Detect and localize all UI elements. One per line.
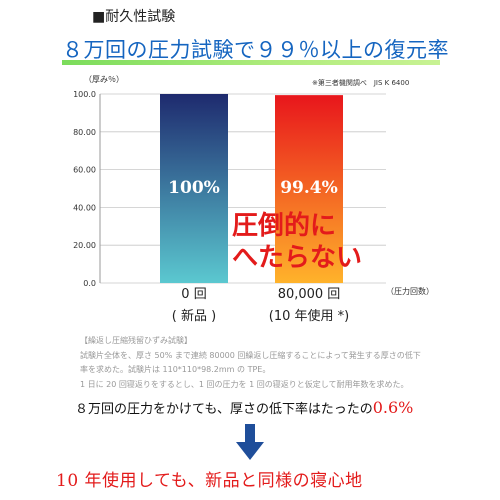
callout-line-2: へたらない <box>232 243 363 273</box>
x-tick-sublabel: ( 新品 ) <box>172 308 216 324</box>
method-line: 試験片全体を、厚さ 50% まで連続 80000 回繰返し圧縮することによって発… <box>80 350 421 360</box>
section-title: ■耐久性試験 <box>92 9 176 25</box>
source-note: ※第三者機関調べ JIS K 6400 <box>312 79 410 87</box>
callout-line-1: 圧倒的に <box>232 211 337 241</box>
test-method-notes: 【繰返し圧縮残留ひずみ試験】 試験片全体を、厚さ 50% まで連続 80000 … <box>80 334 421 392</box>
x-tick-label: 80,000 回 <box>278 287 341 302</box>
y-tick-label: 0.0 <box>83 279 96 288</box>
y-tick-label: 40.00 <box>73 203 96 212</box>
y-axis-label: （厚み％） <box>84 75 124 84</box>
method-heading: 【繰返し圧縮残留ひずみ試験】 <box>80 336 192 345</box>
bars: 100% 99.4% <box>160 94 343 283</box>
bar <box>160 94 228 283</box>
x-tick-labels: 0 回 ( 新品 ) 80,000 回 (10 年使用 *) <box>172 287 349 324</box>
conclusion-text: 10 年使用しても、新品と同様の寝心地 <box>56 471 363 491</box>
callout-text: 圧倒的に へたらない <box>232 210 362 274</box>
x-tick-label: 0 回 <box>181 287 206 302</box>
bar-value-label: 99.4% <box>280 178 338 198</box>
summary-highlight: 0.6% <box>372 398 414 417</box>
x-axis-label: （圧力回数） <box>386 287 434 296</box>
bar-chart: 0.0 20.00 40.00 60.00 80.00 100.0 100% 99.4% 0… <box>73 90 386 324</box>
y-tick-label: 100.0 <box>73 90 96 99</box>
summary-text: ８万回の圧力をかけても、厚さの低下率はたったの0.6% <box>75 398 413 417</box>
down-arrow-icon <box>236 424 264 460</box>
bar <box>275 95 343 283</box>
y-tick-label: 20.00 <box>73 241 96 250</box>
y-tick-label: 60.00 <box>73 166 96 175</box>
headline: ８万回の圧力試験で９９％以上の復元率 <box>62 38 449 62</box>
method-line: 1 日に 20 回寝返りをするとし、1 回の圧力を 1 回の寝返りと仮定して耐用… <box>80 379 409 389</box>
x-tick-sublabel: (10 年使用 *) <box>269 308 349 324</box>
y-tick-labels: 0.0 20.00 40.00 60.00 80.00 100.0 <box>73 90 96 288</box>
method-line: 率を求めた。試験片は 110*110*98.2mm の TPE。 <box>80 365 271 374</box>
y-tick-label: 80.00 <box>73 128 96 137</box>
bar-value-label: 100% <box>168 178 220 198</box>
summary-main: ８万回の圧力をかけても、厚さの低下率はたったの <box>75 402 373 417</box>
headline-underline <box>62 60 440 65</box>
